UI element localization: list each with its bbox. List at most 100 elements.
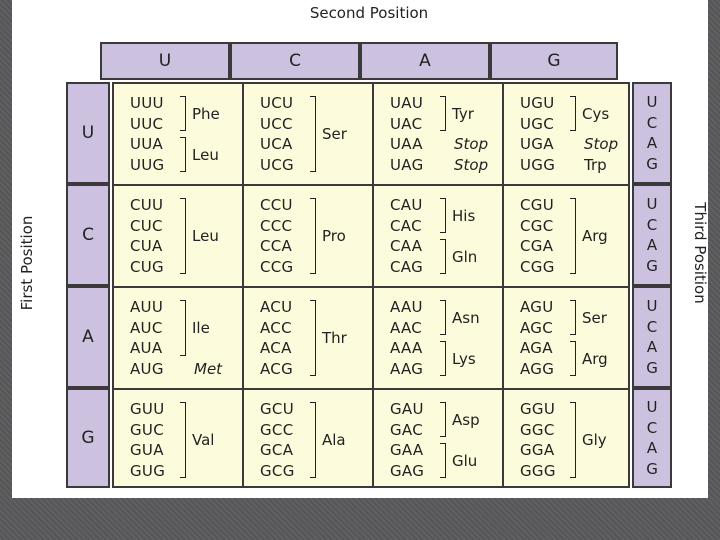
codon-group-bracket — [440, 96, 446, 131]
codon: CUU — [130, 196, 164, 214]
codon: CCA — [260, 237, 293, 255]
codon: UCU — [260, 94, 294, 112]
third-position-label: Third Position — [691, 202, 709, 304]
codon: CCC — [260, 216, 293, 235]
codon-group-bracket — [440, 300, 446, 335]
amino-acid-label: Glu — [452, 451, 478, 470]
codon: UUU — [130, 94, 164, 112]
third-base-a: A — [646, 134, 658, 152]
codon: GCA — [260, 441, 294, 459]
codon-group-bracket — [440, 402, 446, 437]
amino-acid-label: Thr — [322, 329, 347, 347]
third-base-a: A — [646, 338, 658, 356]
codon-cell: CGU CGC CGA CGG Arg — [504, 186, 630, 286]
codon: GCC — [260, 420, 294, 439]
codon: ACG — [260, 359, 293, 378]
amino-acid-label: Ile — [192, 318, 210, 337]
codon: UGC — [520, 114, 554, 133]
codon-group-bracket — [180, 137, 186, 172]
codon: AGC — [520, 318, 553, 337]
codon-cell: UCU UCC UCA UCG Ser — [244, 84, 372, 184]
codon-group-bracket — [310, 198, 316, 274]
grid-divider — [114, 388, 628, 390]
codon-group-bracket — [180, 96, 186, 131]
third-base-g: G — [646, 154, 658, 173]
codon-group-bracket — [310, 402, 316, 478]
codon: UGA — [520, 135, 554, 153]
codon: CAG — [390, 257, 423, 276]
codon: AUG — [130, 359, 164, 378]
first-position-header-g: G — [66, 388, 110, 488]
codon: GAA — [390, 441, 424, 459]
codon: CGA — [520, 237, 554, 255]
codon-cell: AAU AAC AAA AAG Asn Lys — [374, 288, 502, 388]
codon-group-bracket — [570, 341, 576, 376]
third-base-a: A — [646, 439, 658, 457]
third-base-u: U — [646, 195, 658, 213]
codon: CUG — [130, 257, 164, 276]
codon-group-bracket — [180, 402, 186, 478]
first-position-header-c: C — [66, 184, 110, 286]
third-base-g: G — [646, 256, 658, 275]
codon: UGG — [520, 155, 556, 174]
stop-codon-label: Stop — [584, 135, 619, 154]
codon: UCA — [260, 135, 293, 153]
amino-acid-label: Pro — [322, 227, 346, 245]
third-position-column: U C A G — [632, 82, 672, 184]
codon: UAG — [390, 155, 424, 174]
third-base-c: C — [646, 418, 658, 437]
amino-acid-label: Met — [194, 359, 223, 378]
codon: GAC — [390, 420, 423, 439]
codon-group-bracket — [310, 96, 316, 172]
amino-acid-label: Gln — [452, 247, 478, 266]
codon-cell: ACU ACC ACA ACG Thr — [244, 288, 372, 388]
codon: AUA — [130, 339, 163, 357]
third-base-c: C — [646, 215, 658, 234]
amino-acid-label: Trp — [584, 155, 607, 174]
third-position-column: U C A G — [632, 184, 672, 286]
codon: ACC — [260, 318, 292, 337]
codon: ACU — [260, 298, 293, 316]
second-position-header-u: U — [100, 42, 230, 80]
codon: CCU — [260, 196, 293, 214]
first-position-header-a: A — [66, 286, 110, 388]
amino-acid-label: Ser — [582, 308, 607, 327]
codon: GCU — [260, 400, 294, 418]
slide: Second Position First Position Third Pos… — [12, 0, 709, 498]
codon: GGA — [520, 441, 555, 459]
grid-divider — [114, 286, 628, 288]
stop-codon-label: Stop — [454, 155, 489, 174]
third-base-a: A — [646, 236, 658, 254]
codon-cell: UUU UUC UUA UUG Phe Leu — [114, 84, 242, 184]
codon: AGG — [520, 359, 555, 378]
codon: CGC — [520, 216, 554, 235]
codon-cell: UAU UAC UAA UAG Tyr Stop Stop — [374, 84, 502, 184]
codon-cell: UGU UGC UGA UGG Cys Stop Trp — [504, 84, 630, 184]
codon-group-bracket — [440, 239, 446, 274]
amino-acid-label: Phe — [192, 104, 220, 123]
third-base-g: G — [646, 459, 658, 478]
amino-acid-label: Tyr — [452, 104, 474, 123]
codon: UCG — [260, 155, 294, 174]
grid-divider — [372, 84, 374, 486]
amino-acid-label: Ala — [322, 431, 346, 449]
amino-acid-label: Cys — [582, 104, 610, 123]
amino-acid-label: Leu — [192, 227, 219, 245]
third-base-c: C — [646, 317, 658, 336]
third-base-u: U — [646, 398, 658, 416]
codon: CCG — [260, 257, 294, 276]
codon-group-bracket — [180, 198, 186, 274]
amino-acid-label: Arg — [582, 349, 608, 368]
second-position-header-a: A — [360, 42, 490, 80]
codon: AUU — [130, 298, 164, 316]
codon-group-bracket — [440, 198, 446, 233]
amino-acid-label: Val — [192, 431, 215, 449]
codon: CUA — [130, 237, 163, 255]
first-position-header-u: U — [66, 82, 110, 184]
third-position-column: U C A G — [632, 388, 672, 488]
codon: CGU — [520, 196, 554, 214]
amino-acid-label: Asn — [452, 308, 480, 327]
second-position-label: Second Position — [309, 4, 429, 22]
codon: UAC — [390, 114, 423, 133]
amino-acid-label: Asp — [452, 410, 480, 429]
